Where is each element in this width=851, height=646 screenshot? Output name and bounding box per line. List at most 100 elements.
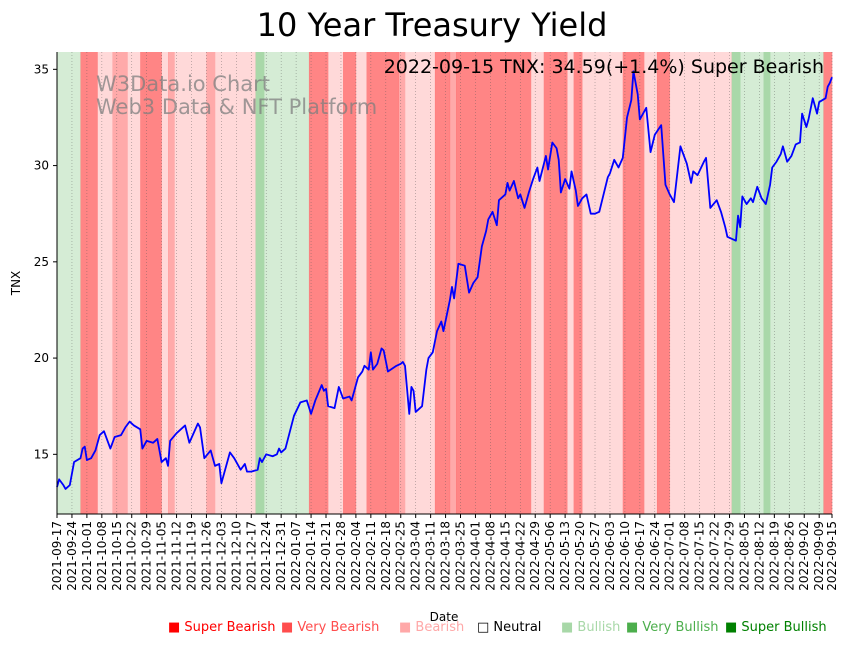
x-tick-label: 2021-10-29 — [140, 521, 154, 591]
zone-bearish — [567, 52, 574, 514]
x-axis-ticks: 2021-09-17 2021-09-24 2021-10-01 2021-10-08… — [50, 514, 839, 591]
legend-item-super-bearish: ■ Super Bearish — [168, 620, 276, 635]
x-tick-label: 2022-06-03 — [603, 521, 617, 591]
x-tick-label: 2022-09-02 — [797, 521, 811, 591]
x-tick-label: 2021-10-22 — [125, 521, 139, 591]
x-tick-label: 2021-10-15 — [110, 521, 124, 591]
x-tick-label: 2021-11-12 — [170, 521, 184, 591]
x-tick-label: 2022-07-08 — [678, 521, 692, 591]
y-tick-label: 35 — [34, 62, 49, 76]
zone-super-bearish — [573, 52, 583, 514]
x-tick-label: 2022-08-05 — [737, 521, 751, 591]
legend-item-bullish: ■ Bullish — [561, 620, 621, 635]
zone-bearish — [405, 52, 436, 514]
x-tick-label: 2021-09-24 — [65, 521, 79, 591]
x-tick-label: 2022-05-13 — [558, 521, 572, 591]
x-tick-label: 2022-02-11 — [364, 521, 378, 591]
x-tick-label: 2021-11-26 — [199, 521, 213, 591]
zone-super-bearish — [656, 52, 671, 514]
x-tick-label: 2022-02-25 — [394, 521, 408, 591]
zone-very-bearish — [112, 52, 128, 514]
chart-title: 10 Year Treasury Yield — [257, 6, 608, 44]
x-tick-label: 2022-02-04 — [349, 521, 363, 591]
x-tick-label: 2022-05-06 — [543, 521, 557, 591]
zone-super-bearish — [434, 52, 451, 514]
axes — [56, 52, 832, 515]
zone-bearish — [582, 52, 624, 514]
x-tick-label: 2022-09-15 — [825, 521, 839, 591]
zone-super-bearish — [308, 52, 329, 514]
zone-bearish — [214, 52, 256, 514]
zone-super-bearish — [456, 52, 532, 514]
x-tick-label: 2022-05-20 — [573, 521, 587, 591]
x-tick-label: 2022-07-01 — [663, 521, 677, 591]
zone-bullish — [264, 52, 310, 514]
zone-super-bearish — [622, 52, 645, 514]
zone-super-bearish — [80, 52, 98, 514]
legend-item-neutral: □ Neutral — [477, 620, 542, 635]
y-tick-label: 25 — [34, 255, 49, 269]
y-tick-label: 15 — [34, 447, 49, 461]
zone-very-bullish — [255, 52, 265, 514]
x-tick-label: 2022-03-04 — [409, 521, 423, 591]
x-tick-label: 2022-05-27 — [588, 521, 602, 591]
x-tick-label: 2022-01-28 — [334, 521, 348, 591]
y-tick-label: 30 — [34, 159, 49, 173]
y-tick-label: 20 — [34, 351, 49, 365]
zone-very-bearish — [449, 52, 457, 514]
zone-very-bullish — [763, 52, 771, 514]
x-tick-label: 2021-10-08 — [95, 521, 109, 591]
x-tick-label: 2022-04-08 — [483, 521, 497, 591]
x-tick-label: 2021-10-01 — [80, 521, 94, 591]
zone-bullish — [57, 52, 81, 514]
x-axis-label: Date — [430, 610, 459, 624]
legend-item-super-bullish: ■ Super Bullish — [725, 620, 827, 635]
x-tick-label: 2022-03-18 — [439, 521, 453, 591]
zone-very-bearish — [206, 52, 216, 514]
x-tick-label: 2022-06-17 — [633, 521, 647, 591]
signal-legend: ■ Super Bearish ■ Very Bearish ■ Bearish □ … — [160, 620, 850, 638]
x-tick-label: 2022-06-24 — [648, 521, 662, 591]
zone-bullish — [740, 52, 764, 514]
x-tick-label: 2022-01-14 — [304, 521, 318, 591]
gridlines — [56, 52, 833, 514]
x-tick-label: 2022-08-19 — [767, 521, 781, 591]
x-tick-label: 2021-11-05 — [155, 521, 169, 591]
zone-bearish — [644, 52, 658, 514]
x-tick-label: 2022-07-22 — [708, 521, 722, 591]
x-tick-label: 2022-07-29 — [723, 521, 737, 591]
legend-item-very-bearish: ■ Very Bearish — [281, 620, 380, 635]
x-tick-label: 2022-04-15 — [498, 521, 512, 591]
zone-very-bullish — [731, 52, 741, 514]
latest-value-annotation: 2022-09-15 TNX: 34.59(+1.4%) Super Beari… — [384, 56, 824, 78]
x-tick-label: 2022-02-18 — [379, 521, 393, 591]
zone-bearish — [97, 52, 113, 514]
zone-bearish — [127, 52, 141, 514]
zone-super-bearish — [543, 52, 568, 514]
legend-item-very-bullish: ■ Very Bullish — [626, 620, 719, 635]
x-tick-label: 2022-04-29 — [528, 521, 542, 591]
x-tick-label: 2021-12-10 — [229, 521, 243, 591]
zone-bearish — [530, 52, 545, 514]
y-axis-ticks: 15 20 25 30 35 — [34, 62, 57, 461]
watermark-line-2: Web3 Data & NFT Platform — [96, 95, 377, 119]
x-tick-label: 2021-12-17 — [244, 521, 258, 591]
zone-bearish — [669, 52, 732, 514]
zone-super-bearish — [366, 52, 399, 514]
x-tick-label: 2021-11-19 — [185, 521, 199, 591]
zone-bearish — [328, 52, 344, 514]
zone-bearish — [355, 52, 367, 514]
zone-super-bearish — [140, 52, 162, 514]
x-tick-label: 2022-08-12 — [752, 521, 766, 591]
zone-super-bearish — [343, 52, 357, 514]
x-tick-label: 2022-04-01 — [468, 521, 482, 591]
tnx-series-line — [56, 70, 833, 490]
x-tick-label: 2022-04-22 — [513, 521, 527, 591]
watermark-line-1: W3Data.io Chart — [96, 72, 270, 96]
x-tick-label: 2022-03-11 — [424, 521, 438, 591]
legend-item-bearish: ■ Bearish — [399, 620, 465, 635]
zone-super-bearish — [823, 52, 833, 514]
x-tick-label: 2022-07-15 — [693, 521, 707, 591]
x-tick-label: 2022-06-10 — [618, 521, 632, 591]
